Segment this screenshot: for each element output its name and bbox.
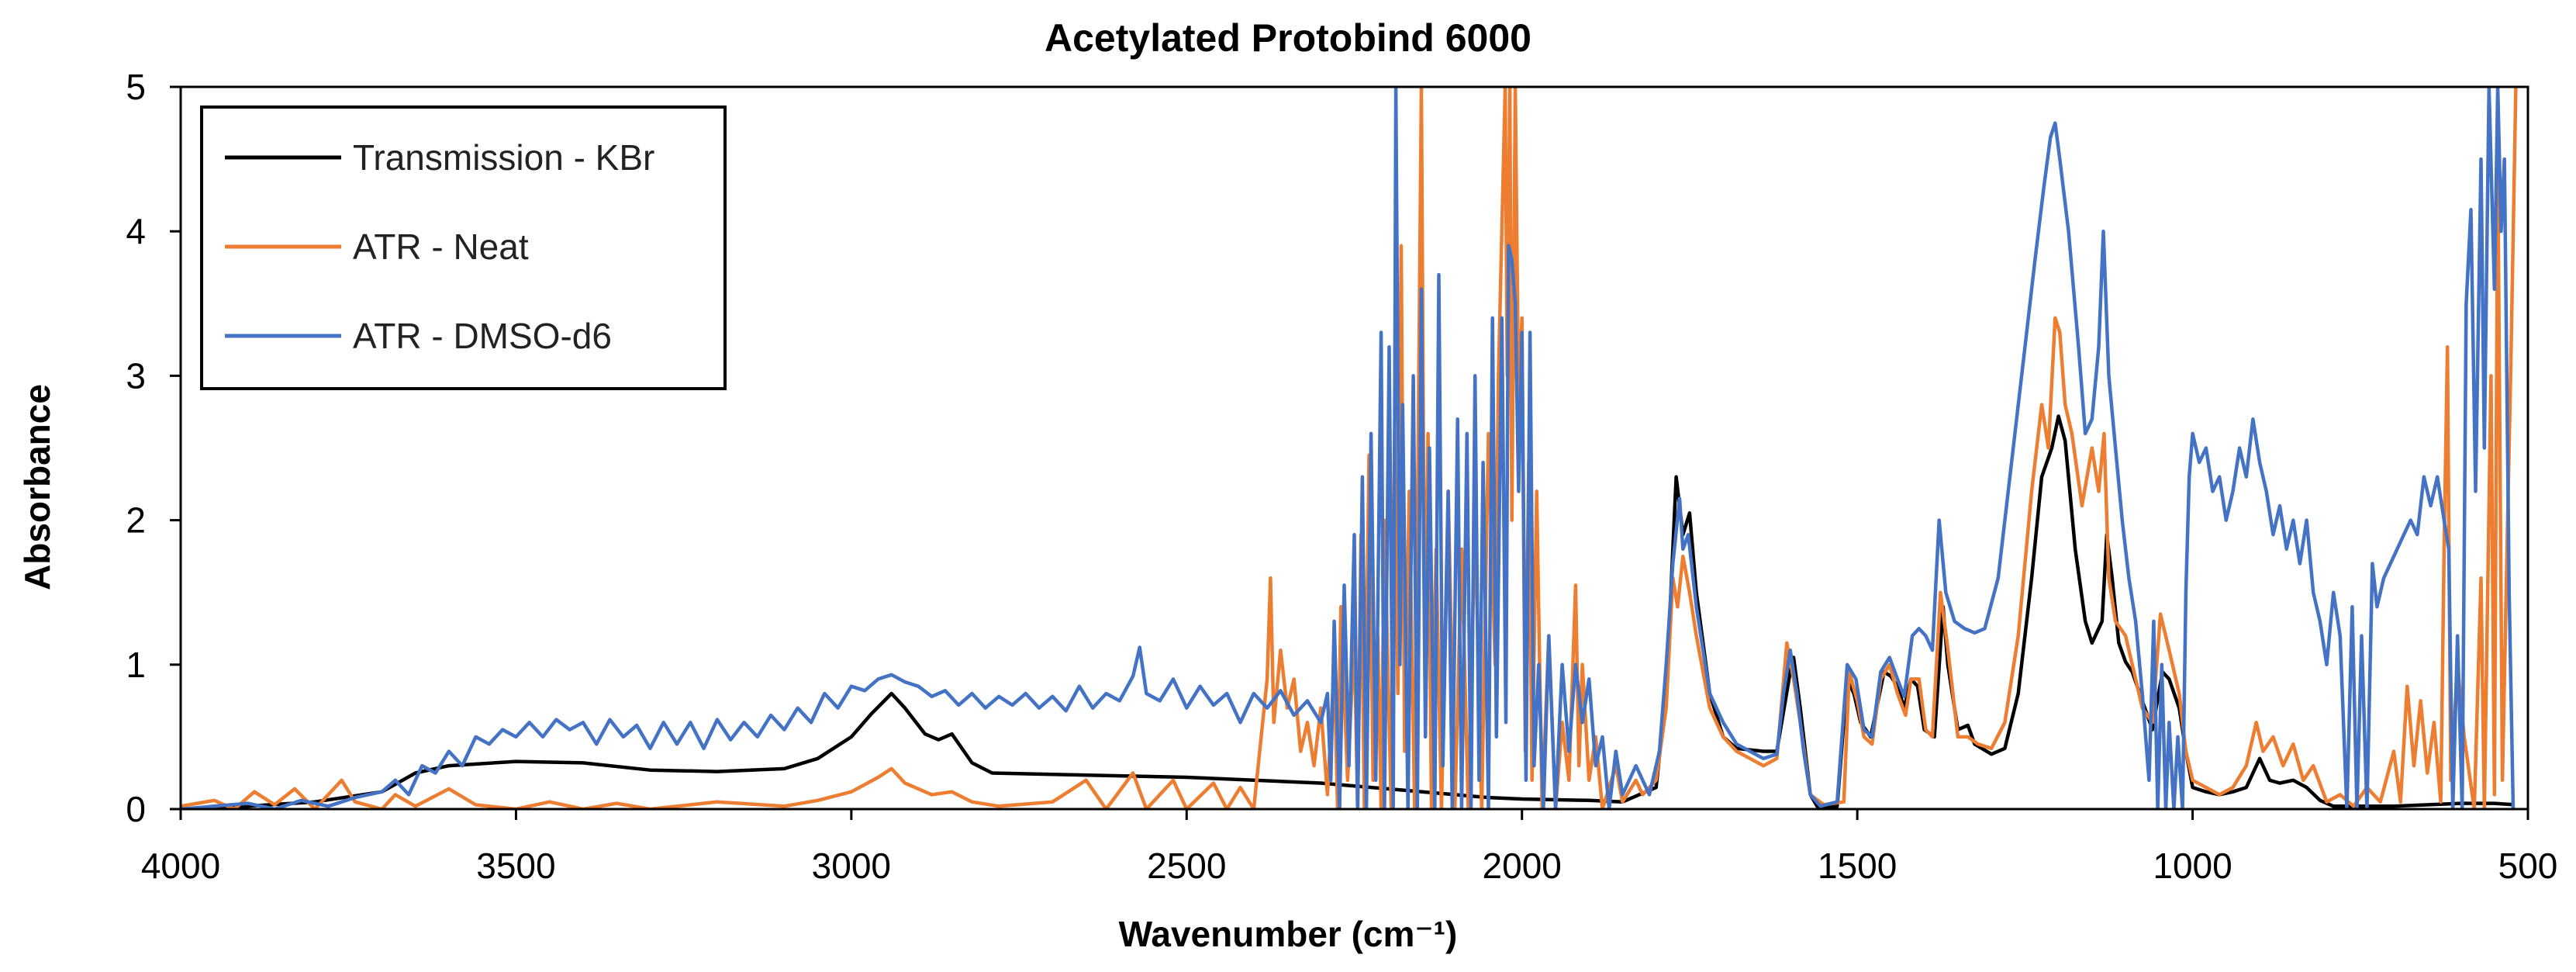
x-tick-label: 4000 [141,846,220,886]
x-tick-label: 1500 [1818,846,1897,886]
y-tick-label: 2 [126,500,146,541]
series-layer [181,87,2518,809]
y-tick-label: 5 [126,67,146,107]
x-tick-label: 3500 [476,846,555,886]
y-tick-label: 1 [126,645,146,685]
series-line-atr-dmso-d6 [181,87,2516,809]
x-tick-label: 500 [2498,846,2558,886]
legend-label: ATR - Neat [353,227,529,267]
x-tick-label: 3000 [812,846,891,886]
x-tick-label: 1000 [2153,846,2232,886]
x-tick-label: 2000 [1483,846,1562,886]
plot-area-frame [179,85,2529,811]
y-tick-label: 3 [126,355,146,396]
x-axis-label: Wavenumber (cm⁻¹) [1119,914,1458,954]
series-line-atr-neat [181,87,2518,809]
legend-label: ATR - DMSO-d6 [353,316,612,356]
legend: Transmission - KBr ATR - Neat ATR - DMSO-d… [200,106,727,390]
y-tick-label: 0 [126,789,146,829]
legend-label: Transmission - KBr [353,137,654,178]
y-tick-label: 4 [126,211,146,251]
x-tick-label: 2500 [1147,846,1226,886]
y-axis-label: Absorbance [17,384,57,590]
chart-title: Acetylated Protobind 6000 [1045,16,1531,60]
